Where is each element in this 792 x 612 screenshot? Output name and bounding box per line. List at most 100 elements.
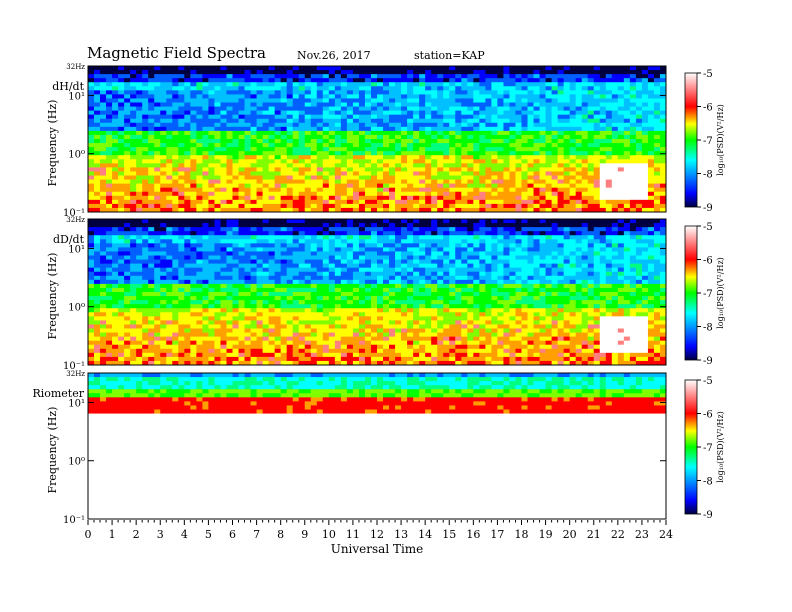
heatmap-cell — [334, 332, 342, 338]
heatmap-cell — [130, 102, 137, 107]
heatmap-cell — [521, 90, 528, 95]
heatmap-cell — [238, 296, 245, 301]
heatmap-cell — [629, 110, 637, 116]
heatmap-cell — [286, 102, 294, 107]
heatmap-cell — [479, 175, 486, 180]
heatmap-cell — [527, 118, 534, 124]
heatmap-cell — [178, 151, 185, 156]
heatmap-cell — [316, 247, 324, 252]
heatmap-cell — [383, 147, 390, 152]
heatmap-cell — [431, 70, 438, 75]
heatmap-cell — [425, 139, 432, 144]
heatmap-cell — [112, 70, 119, 75]
heatmap-cell — [533, 114, 540, 120]
heatmap-cell — [154, 279, 161, 285]
heatmap-cell — [274, 324, 282, 329]
heatmap-cell — [443, 183, 450, 189]
heatmap-cell — [521, 122, 528, 128]
heatmap-cell — [286, 263, 294, 269]
heatmap-cell — [280, 110, 288, 116]
heatmap-cell — [346, 155, 354, 160]
heatmap-cell — [328, 239, 336, 244]
heatmap-cell — [250, 239, 257, 244]
heatmap-cell — [124, 86, 131, 91]
heatmap-cell — [88, 134, 95, 140]
heatmap-cell — [214, 219, 221, 224]
heatmap-cell — [413, 118, 420, 124]
heatmap-cell — [641, 114, 649, 120]
heatmap-cell — [316, 320, 324, 325]
heatmap-cell — [539, 175, 546, 180]
heatmap-cell — [106, 86, 113, 91]
heatmap-cell — [286, 296, 294, 301]
heatmap-cell — [94, 102, 101, 107]
heatmap-cell — [232, 316, 239, 321]
heatmap-cell — [467, 191, 474, 197]
heatmap-cell — [196, 263, 203, 269]
heatmap-cell — [551, 110, 559, 116]
heatmap-cell — [599, 191, 607, 197]
heatmap-cell — [190, 199, 197, 205]
heatmap-cell — [304, 147, 312, 152]
heatmap-cell — [118, 86, 125, 91]
heatmap-cell — [136, 356, 143, 362]
heatmap-cell — [256, 348, 263, 354]
heatmap-cell — [154, 171, 161, 176]
heatmap-cell — [533, 179, 540, 185]
heatmap-cell — [539, 74, 546, 79]
heatmap-cell — [226, 126, 233, 132]
heatmap-cell — [455, 183, 462, 189]
heatmap-cell — [485, 159, 492, 164]
heatmap-cell — [112, 203, 119, 209]
heatmap-cell — [659, 74, 667, 79]
heatmap-cell — [244, 235, 251, 240]
heatmap-cell — [617, 191, 625, 197]
heatmap-cell — [112, 235, 119, 240]
heatmap-cell — [383, 163, 390, 168]
heatmap-cell — [491, 86, 498, 91]
heatmap-cell — [629, 143, 637, 148]
heatmap-cell — [160, 360, 167, 366]
heatmap-cell — [310, 279, 318, 285]
heatmap-cell — [286, 66, 294, 71]
heatmap-cell — [557, 122, 565, 128]
heatmap-cell — [340, 139, 348, 144]
heatmap-cell — [142, 332, 149, 338]
heatmap-cell — [94, 251, 101, 256]
heatmap-cell — [280, 360, 288, 366]
heatmap-cell — [431, 143, 438, 148]
heatmap-cell — [485, 183, 492, 189]
heatmap-cell — [383, 130, 390, 136]
heatmap-cell — [515, 199, 522, 205]
heatmap-cell — [377, 183, 384, 189]
heatmap-cell — [268, 159, 276, 164]
heatmap-cell — [88, 110, 95, 116]
heatmap-cell — [383, 114, 390, 120]
heatmap-cell — [112, 247, 119, 252]
heatmap-cell — [226, 130, 233, 136]
heatmap-cell — [328, 227, 336, 232]
heatmap-cell — [178, 271, 185, 277]
heatmap-cell — [491, 175, 498, 180]
heatmap-cell — [304, 300, 312, 305]
heatmap-cell — [322, 86, 330, 91]
heatmap-cell — [383, 110, 390, 116]
heatmap-cell — [136, 312, 143, 317]
heatmap-cell — [328, 223, 336, 228]
heatmap-cell — [136, 203, 143, 209]
heatmap-cell — [280, 151, 288, 156]
heatmap-cell — [431, 191, 438, 197]
heatmap-cell — [370, 78, 378, 83]
heatmap-cell — [443, 163, 450, 168]
heatmap-cell — [160, 324, 167, 329]
heatmap-cell — [178, 267, 185, 273]
heatmap-cell — [268, 283, 276, 289]
heatmap-cell — [545, 195, 552, 201]
heatmap-cell — [509, 102, 516, 107]
heatmap-cell — [124, 155, 131, 160]
heatmap-cell — [521, 155, 528, 160]
heatmap-cell — [539, 171, 546, 176]
heatmap-cell — [280, 74, 288, 79]
heatmap-cell — [292, 175, 300, 180]
heatmap-cell — [280, 292, 288, 297]
